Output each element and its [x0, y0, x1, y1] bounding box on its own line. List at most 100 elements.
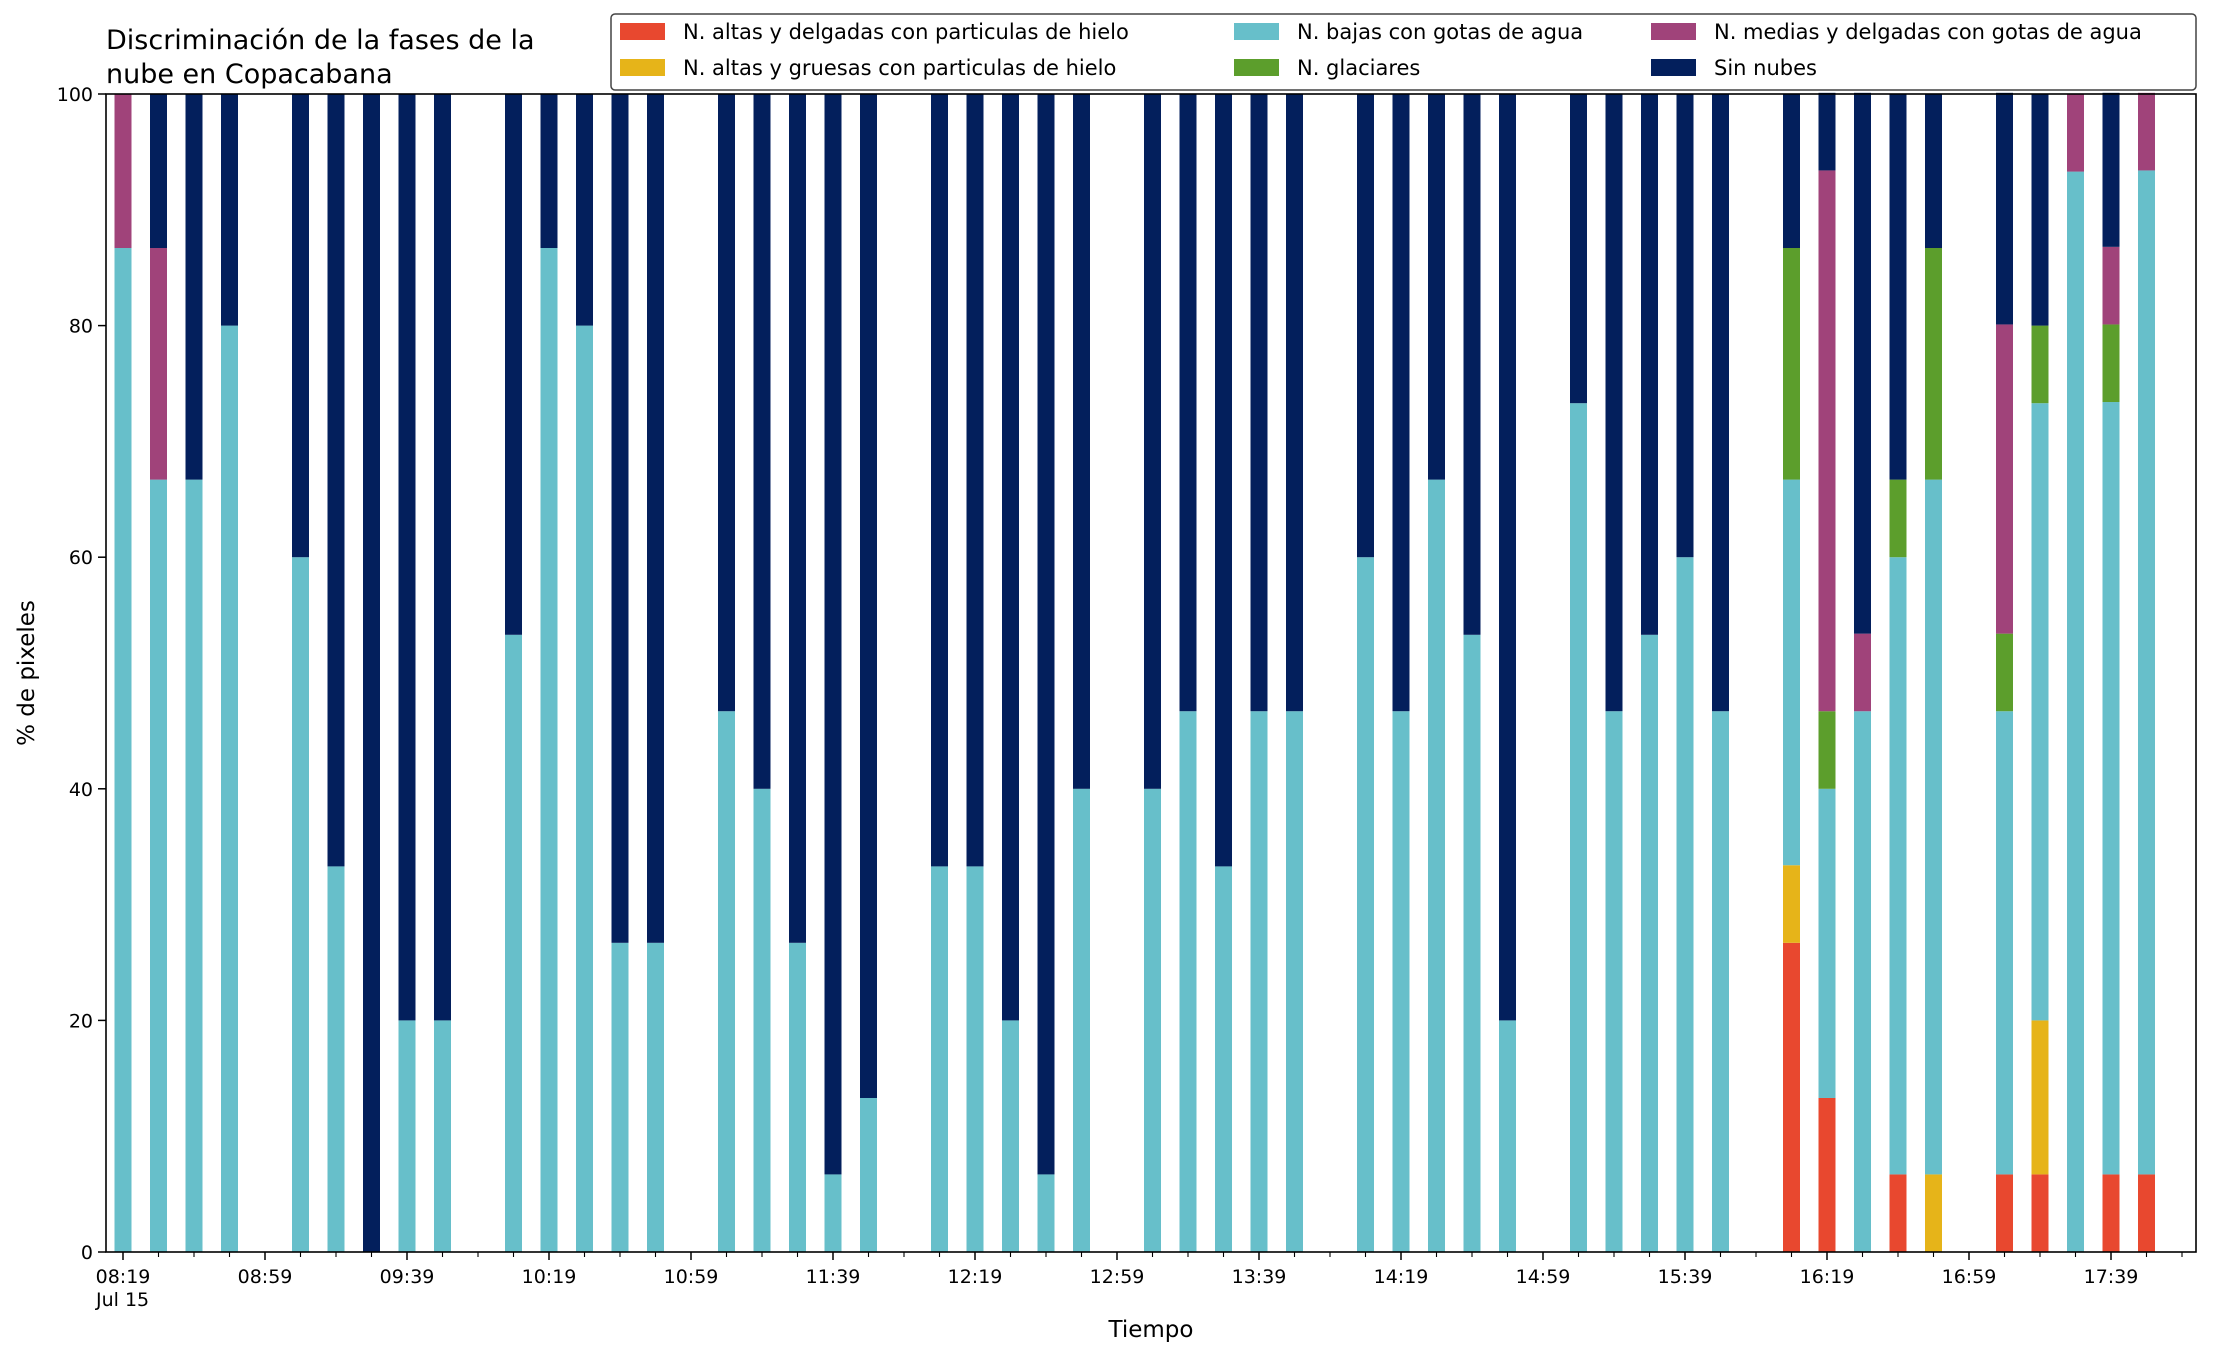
bar-segment-s5-0949 [434, 94, 451, 1021]
bar-segment-s3-1709 [1996, 633, 2013, 712]
bar-segment-s1-1649 [1925, 1174, 1942, 1252]
bar-segment-s5-1009 [505, 94, 522, 635]
bar-segment-s5-1449 [1499, 94, 1516, 1021]
bar-segment-s2-1019 [540, 248, 558, 1252]
bar-segment-s5-1139 [824, 94, 842, 1175]
legend-label: Sin nubes [1714, 56, 1817, 80]
bar-segment-s5-1349 [1286, 94, 1303, 712]
bar-segment-s2-1109 [718, 711, 735, 1252]
bar-segment-s0-1719 [2031, 1174, 2049, 1252]
y-axis-label: % de pixeles [14, 600, 40, 746]
bar-segment-s2-1539 [1676, 557, 1694, 1252]
bar-segment-s0-1639 [1889, 1174, 1907, 1252]
bar-segment-s2-1439 [1463, 634, 1481, 1252]
bar-segment-s2-1449 [1499, 1020, 1516, 1252]
legend-swatch [1651, 59, 1696, 76]
x-tick-label: 17:39 [2084, 1266, 2139, 1288]
x-tick-label: 14:19 [1374, 1266, 1429, 1288]
bar-segment-s5-1719 [2031, 94, 2049, 326]
bar-segment-s5-0839 [185, 94, 203, 480]
bar-segment-s5-1039 [611, 94, 629, 943]
bar-segment-s5-1529 [1641, 94, 1658, 635]
y-tick-label: 60 [69, 547, 93, 569]
bar-segment-s2-1409 [1357, 557, 1374, 1252]
y-tick-label: 80 [69, 316, 93, 338]
bar-segment-s0-1739 [2102, 1174, 2120, 1252]
x-tick-label: 14:59 [1516, 1266, 1571, 1288]
bar-segment-s5-1239 [1037, 94, 1055, 1175]
bar-segment-s5-1129 [789, 94, 806, 943]
bar-segment-s2-0909 [292, 557, 309, 1252]
legend-swatch [620, 59, 665, 76]
bar-segment-s5-1249 [1073, 94, 1090, 789]
x-tick-label: 10:59 [664, 1266, 719, 1288]
x-tick-label: 16:19 [1800, 1266, 1855, 1288]
bars-layer [114, 92, 2155, 1253]
bar-segment-s5-1549 [1712, 94, 1729, 712]
legend-swatch [1651, 23, 1696, 40]
x-date-label: Jul 15 [95, 1289, 149, 1311]
legend-label: N. bajas con gotas de agua [1297, 20, 1583, 44]
bar-segment-s5-1419 [1392, 94, 1410, 712]
bar-segment-s5-1029 [576, 94, 593, 326]
x-tick-label: 10:19 [522, 1266, 577, 1288]
bar-segment-s2-1639 [1889, 557, 1907, 1175]
bar-segment-s5-1709 [1996, 92, 2013, 325]
bar-segment-s4-1709 [1996, 324, 2013, 634]
bar-segment-s2-1609 [1783, 479, 1800, 866]
bar-segment-s3-1619 [1818, 711, 1836, 789]
bar-segment-s1-1609 [1783, 865, 1800, 943]
bar-segment-s2-0839 [185, 479, 203, 1252]
y-tick-label: 0 [81, 1242, 93, 1264]
bar-segment-s5-1409 [1357, 94, 1374, 558]
chart-title-line-1: Discriminación de la fases de la [106, 25, 535, 56]
bar-segment-s4-1729 [2067, 94, 2084, 172]
legend-label: N. altas y delgadas con particulas de hi… [683, 20, 1129, 44]
bar-segment-s0-1609 [1783, 942, 1800, 1252]
bar-segment-s2-1749 [2138, 170, 2155, 1175]
bar-segment-s4-1629 [1854, 633, 1871, 712]
bar-segment-s5-0909 [292, 94, 309, 558]
legend-swatch [1234, 59, 1279, 76]
bar-segment-s2-1319 [1179, 711, 1197, 1252]
bar-segment-s5-1649 [1925, 94, 1942, 249]
bar-segment-s5-1539 [1676, 94, 1694, 558]
bar-segment-s2-0819 [114, 248, 132, 1252]
bar-segment-s0-1709 [1996, 1174, 2013, 1252]
bar-segment-s5-1619 [1818, 92, 1836, 171]
x-tick-label: 09:39 [380, 1266, 435, 1288]
bar-segment-s2-1339 [1250, 711, 1268, 1252]
bar-segment-s4-0829 [150, 248, 167, 480]
bar-segment-s5-1739 [2102, 92, 2120, 247]
bar-segment-s2-1029 [576, 325, 593, 1253]
bar-segment-s5-1509 [1570, 94, 1587, 404]
x-tick-label: 12:19 [948, 1266, 1003, 1288]
x-tick-label: 08:59 [238, 1266, 293, 1288]
bar-segment-s2-1049 [647, 942, 664, 1252]
bar-segment-s5-0939 [398, 94, 416, 1021]
x-tick-label: 16:59 [1942, 1266, 1997, 1288]
legend-label: N. medias y delgadas con gotas de agua [1714, 20, 2142, 44]
legend-swatch [1234, 23, 1279, 40]
bar-segment-s2-1309 [1144, 788, 1161, 1252]
bar-segment-s2-1729 [2067, 171, 2084, 1253]
x-tick-label: 15:39 [1658, 1266, 1713, 1288]
bar-segment-s2-1509 [1570, 403, 1587, 1252]
y-tick-label: 40 [69, 779, 93, 801]
bar-segment-s2-1529 [1641, 634, 1658, 1252]
bar-segment-s2-1229 [1002, 1020, 1019, 1252]
bar-segment-s3-1649 [1925, 248, 1942, 480]
bar-segment-s5-1439 [1463, 94, 1481, 635]
bar-segment-s1-1719 [2031, 1020, 2049, 1175]
bar-segment-s2-1629 [1854, 711, 1871, 1252]
chart-title-line-2: nube en Copacabana [106, 59, 393, 90]
legend-frame [610, 13, 2197, 91]
bar-segment-s3-1609 [1783, 248, 1800, 480]
bar-segment-s2-0919 [327, 866, 345, 1252]
bar-segment-s2-1209 [931, 866, 948, 1252]
bar-segment-s3-1739 [2102, 324, 2120, 403]
bar-segment-s2-1129 [789, 942, 806, 1252]
bar-segment-s4-1619 [1818, 170, 1836, 712]
bar-segment-s5-1049 [647, 94, 664, 943]
bar-segment-s2-1649 [1925, 479, 1942, 1175]
